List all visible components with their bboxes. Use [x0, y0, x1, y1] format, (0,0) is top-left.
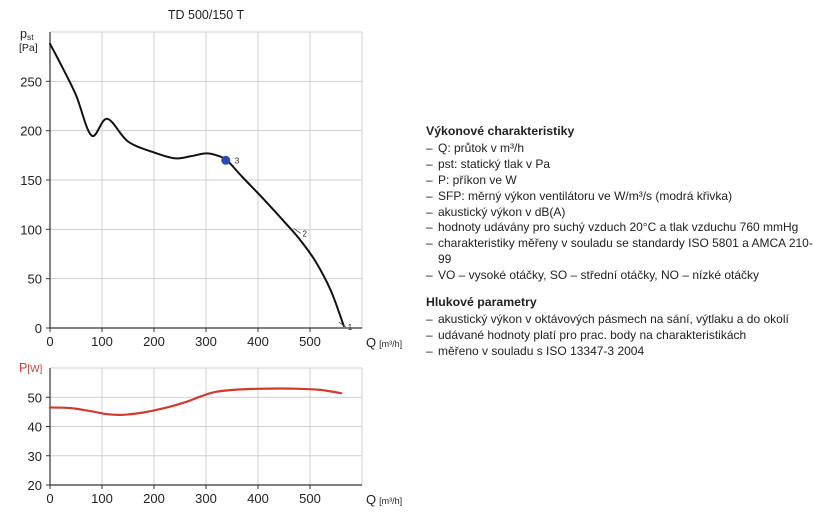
y-tick-label: 30 [28, 449, 42, 464]
operating-point-label: 2 [303, 229, 308, 238]
list-item: SFP: měrný výkon ventilátoru ve W/m³/s (… [426, 189, 821, 205]
x-tick-label: 400 [247, 491, 269, 506]
y-axis-label: pst [20, 27, 34, 42]
list-item: udávané hodnoty platí pro prac. body na … [426, 328, 821, 344]
power-chart: 0 100 200 300 400 500 20 30 40 50 Q [m³/h] P[W] [19, 361, 402, 507]
pressure-chart: 0 100 200 300 400 500 0 50 100 150 200 250 Q [m³/h] 3 2… [19, 8, 402, 350]
y-tick-label: 250 [20, 74, 42, 89]
y-tick-label: 150 [20, 173, 42, 188]
y-axis-unit: [Pa] [19, 42, 38, 54]
section-title-noise: Hlukové parametry [426, 295, 537, 310]
operating-point-marker [221, 155, 231, 165]
x-tick-label: 500 [299, 491, 321, 506]
y-tick-label: 20 [28, 478, 42, 493]
list-item: Q: průtok v m³/h [426, 141, 821, 157]
y-tick-label: 50 [28, 272, 42, 287]
legend-text-panel: Výkonové charakteristiky Q: průtok v m³/… [426, 124, 821, 360]
noise-list: akustický výkon v oktávových pásmech na … [426, 312, 821, 360]
y-tick-label: 40 [28, 420, 42, 435]
list-item: měřeno v souladu s ISO 13347-3 2004 [426, 344, 821, 360]
list-item: akustický výkon v dB(A) [426, 205, 821, 221]
y-tick-label: 200 [20, 124, 42, 139]
chart-title: TD 500/150 T [168, 8, 245, 22]
list-item: hodnoty udávány pro suchý vzduch 20°C a … [426, 220, 821, 236]
y-axis-label: P[W] [19, 361, 43, 375]
list-item: P: příkon ve W [426, 173, 821, 189]
operating-point-label: 3 [235, 156, 240, 165]
x-axis-label: Q [m³/h] [366, 492, 402, 507]
list-item: charakteristiky měřeny v souladu se stan… [426, 236, 821, 268]
x-tick-label: 200 [143, 491, 165, 506]
y-tick-label: 50 [28, 390, 42, 405]
series-line [49, 42, 345, 327]
x-tick-label: 100 [91, 334, 113, 349]
x-tick-label: 100 [91, 491, 113, 506]
operating-point-tick [338, 321, 347, 328]
x-axis-label: Q [m³/h] [366, 335, 402, 350]
section-title-performance: Výkonové charakteristiky [426, 124, 575, 138]
list-item: VO – vysoké otáčky, SO – střední otáčky,… [426, 268, 821, 284]
performance-list: Q: průtok v m³/h pst: statický tlak v Pa… [426, 141, 821, 284]
operating-point-tick [293, 227, 301, 234]
operating-point-label: 1 [348, 323, 353, 332]
x-tick-label: 0 [46, 334, 53, 349]
x-tick-label: 0 [46, 491, 53, 506]
x-tick-label: 300 [195, 491, 217, 506]
y-tick-label: 0 [35, 321, 42, 336]
list-item: akustický výkon v oktávových pásmech na … [426, 312, 821, 328]
x-tick-label: 200 [143, 334, 165, 349]
x-tick-label: 300 [195, 334, 217, 349]
x-tick-label: 400 [247, 334, 269, 349]
x-tick-label: 500 [299, 334, 321, 349]
y-tick-label: 100 [20, 222, 42, 237]
list-item: pst: statický tlak v Pa [426, 157, 821, 173]
series-line [48, 387, 343, 417]
